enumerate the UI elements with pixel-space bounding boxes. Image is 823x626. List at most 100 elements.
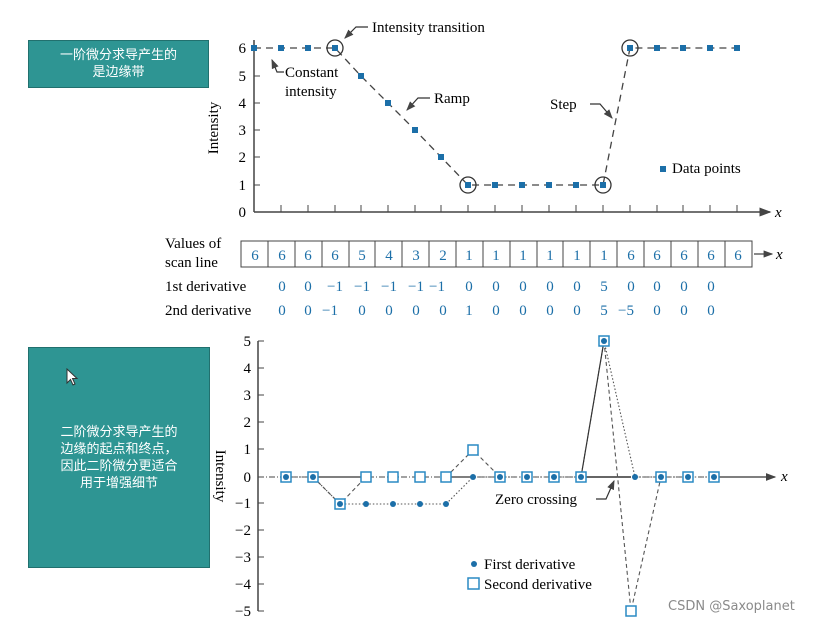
svg-text:6: 6: [734, 248, 742, 264]
annotation-intensity-transition: Intensity transition: [372, 20, 485, 36]
svg-text:−5: −5: [618, 303, 634, 319]
svg-text:6: 6: [331, 248, 339, 264]
second-derivative-label: 2nd derivative: [165, 303, 252, 319]
bottom-x-axis-label: x: [780, 469, 788, 485]
legend-first-derivative: First derivative: [484, 557, 576, 573]
svg-text:0: 0: [304, 279, 312, 295]
y-tick: −1: [235, 496, 251, 512]
svg-text:5: 5: [358, 248, 366, 264]
annotation-constant-2: intensity: [285, 84, 337, 100]
svg-text:0: 0: [439, 303, 447, 319]
svg-text:0: 0: [278, 279, 286, 295]
svg-text:−1: −1: [408, 279, 424, 295]
svg-text:0: 0: [492, 279, 500, 295]
first-derivative-markers: [283, 338, 717, 507]
svg-text:0: 0: [546, 303, 554, 319]
svg-text:1: 1: [573, 248, 581, 264]
svg-text:−1: −1: [322, 303, 338, 319]
y-tick: 0: [239, 205, 247, 221]
y-tick: −2: [235, 523, 251, 539]
svg-text:6: 6: [653, 248, 661, 264]
svg-text:6: 6: [304, 248, 312, 264]
svg-text:0: 0: [627, 279, 635, 295]
first-derivative-label: 1st derivative: [165, 279, 247, 295]
svg-text:0: 0: [707, 279, 715, 295]
y-tick: −5: [235, 604, 251, 620]
svg-text:0: 0: [492, 303, 500, 319]
svg-text:6: 6: [707, 248, 715, 264]
y-tick: 1: [239, 178, 247, 194]
second-derivative-note-text: 二阶微分求导产生的 边缘的起点和终点， 因此二阶微分更适合 用于增强细节: [60, 424, 178, 491]
y-tick: 5: [244, 334, 252, 350]
scan-line-table: Values of scan line 6 6 6 6 5 4 3 2 1 1 1 1 1 1 6 6 …: [165, 236, 783, 319]
svg-text:−1: −1: [429, 279, 445, 295]
svg-text:0: 0: [519, 279, 527, 295]
svg-text:3: 3: [412, 248, 420, 264]
y-tick: 1: [244, 442, 252, 458]
bottom-chart: 5 4 3 2 1 0 −1 −2 −3 −4 −5 Intensity x: [212, 334, 788, 620]
top-data-points: [251, 45, 740, 188]
svg-text:0: 0: [707, 303, 715, 319]
bottom-y-axis-label: Intensity: [212, 450, 228, 503]
svg-text:2: 2: [439, 248, 447, 264]
svg-text:0: 0: [573, 303, 581, 319]
scan-values: 6 6 6 6 5 4 3 2 1 1 1 1 1 1 6 6 6 6 6: [251, 248, 742, 264]
legend-second-derivative: Second derivative: [484, 577, 592, 593]
svg-text:6: 6: [627, 248, 635, 264]
svg-text:−1: −1: [327, 279, 343, 295]
svg-text:−1: −1: [354, 279, 370, 295]
values-label-1: Values of: [165, 236, 221, 252]
y-tick: 5: [239, 69, 247, 85]
svg-text:0: 0: [358, 303, 366, 319]
svg-text:1: 1: [546, 248, 554, 264]
first-derivative-note-text: 一阶微分求导产生的 是边缘带: [59, 48, 177, 80]
svg-text:0: 0: [573, 279, 581, 295]
y-tick: −4: [235, 577, 251, 593]
y-tick: 6: [239, 41, 247, 57]
svg-text:6: 6: [278, 248, 286, 264]
svg-text:0: 0: [653, 303, 661, 319]
top-legend-data-points: Data points: [672, 161, 741, 177]
svg-text:1: 1: [492, 248, 500, 264]
y-tick: 0: [244, 470, 252, 486]
first-derivative-note: 一阶微分求导产生的 是边缘带: [28, 40, 209, 88]
svg-text:0: 0: [278, 303, 286, 319]
second-derivative-values: 0 0 −1 0 0 0 0 1 0 0 0 0 5 −5 0 0 0: [278, 303, 715, 319]
annotation-constant-1: Constant: [285, 65, 339, 81]
watermark: CSDN @Saxoplanet: [668, 599, 795, 614]
mouse-cursor-icon: [66, 368, 79, 386]
y-tick: 2: [239, 150, 247, 166]
svg-text:0: 0: [546, 279, 554, 295]
svg-text:4: 4: [385, 248, 393, 264]
svg-text:0: 0: [412, 303, 420, 319]
y-tick: 2: [244, 415, 252, 431]
svg-text:1: 1: [465, 303, 473, 319]
svg-text:1: 1: [519, 248, 527, 264]
svg-text:0: 0: [519, 303, 527, 319]
top-x-axis-label: x: [774, 205, 782, 221]
svg-text:0: 0: [304, 303, 312, 319]
svg-text:1: 1: [600, 248, 608, 264]
svg-text:0: 0: [680, 303, 688, 319]
svg-text:0: 0: [680, 279, 688, 295]
top-chart: x 0 1 2 3 4 5 6 Intensity: [206, 20, 782, 221]
svg-text:−1: −1: [381, 279, 397, 295]
zero-crossing-label: Zero crossing: [495, 492, 578, 508]
svg-text:6: 6: [680, 248, 688, 264]
svg-text:6: 6: [251, 248, 259, 264]
svg-text:0: 0: [385, 303, 393, 319]
values-label-2: scan line: [165, 255, 218, 271]
svg-text:5: 5: [600, 303, 608, 319]
y-tick: 3: [244, 388, 252, 404]
annotation-step: Step: [550, 97, 577, 113]
annotation-ramp: Ramp: [434, 91, 470, 107]
svg-text:0: 0: [465, 279, 473, 295]
table-x-label: x: [775, 247, 783, 263]
second-derivative-note: 二阶微分求导产生的 边缘的起点和终点， 因此二阶微分更适合 用于增强细节: [28, 347, 210, 568]
y-tick: 3: [239, 123, 247, 139]
svg-text:1: 1: [465, 248, 473, 264]
top-y-axis-label: Intensity: [206, 101, 222, 154]
svg-text:5: 5: [600, 279, 608, 295]
y-tick: 4: [239, 96, 247, 112]
